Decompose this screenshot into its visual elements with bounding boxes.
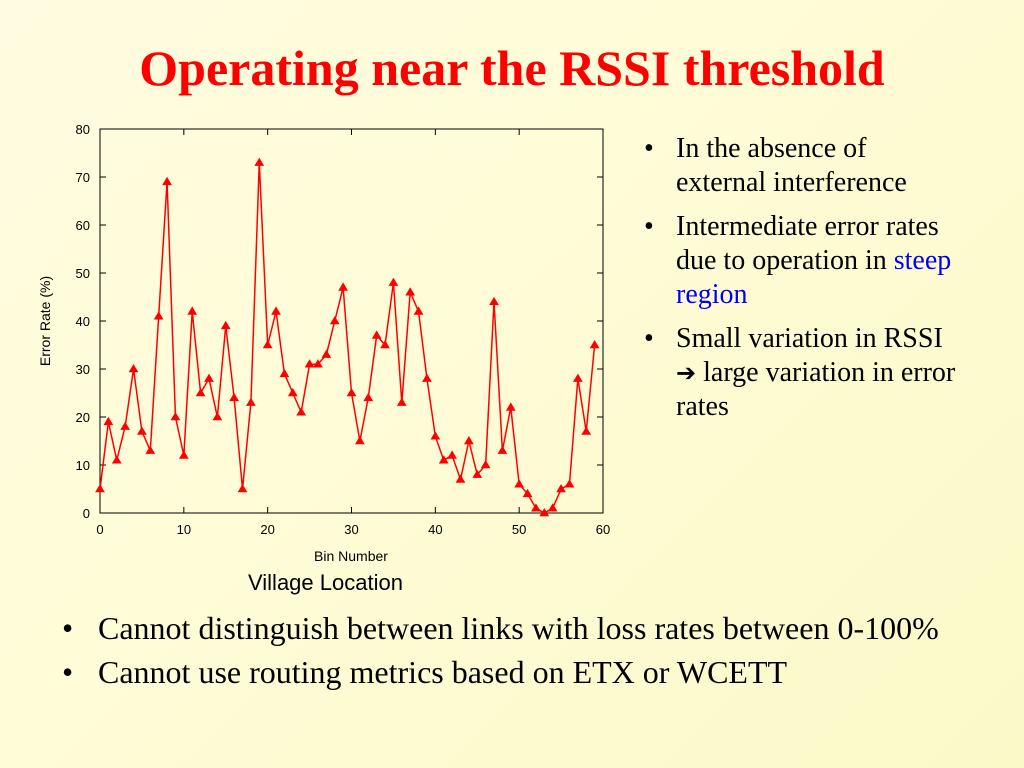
y-tick-label: 40	[76, 314, 90, 329]
data-point	[522, 488, 533, 498]
data-point	[254, 157, 265, 166]
data-point	[137, 426, 147, 435]
x-tick-label: 30	[344, 522, 358, 537]
chart-ticks: 0 10 20 30 40 50 60 0 10 20 30 40 50 60 70 80	[76, 122, 611, 537]
y-tick-label: 0	[83, 506, 90, 521]
data-point	[572, 373, 583, 382]
data-point	[287, 388, 298, 397]
data-point	[170, 412, 181, 421]
data-point	[95, 484, 105, 493]
data-point	[237, 484, 248, 493]
right-bullet-list: In the absence of external interference …	[640, 132, 960, 434]
data-point	[556, 484, 566, 493]
data-point	[229, 392, 240, 402]
y-tick-label: 50	[76, 266, 90, 281]
data-point	[514, 479, 525, 488]
data-point	[589, 340, 600, 349]
plot-frame	[99, 128, 604, 514]
data-point	[422, 373, 432, 382]
data-point	[212, 412, 223, 421]
slide-title: Operating near the RSSI threshold	[139, 40, 885, 96]
chart-series	[95, 157, 600, 517]
bottom-bullet-list: Cannot distinguish between links with lo…	[60, 610, 1000, 698]
data-point	[304, 359, 315, 368]
data-point	[539, 508, 550, 517]
data-point	[480, 460, 491, 469]
data-point	[497, 445, 508, 454]
chart-caption: Village Location	[248, 570, 403, 595]
bullet-cannot-use-metrics: Cannot use routing metrics based on ETX …	[60, 654, 1000, 690]
y-tick-label: 80	[76, 122, 90, 137]
data-point	[380, 340, 390, 349]
x-tick-label: 10	[177, 522, 191, 537]
y-tick-label: 30	[76, 362, 90, 377]
y-tick-label: 70	[76, 170, 90, 185]
data-point	[187, 306, 198, 315]
data-point	[120, 421, 131, 430]
x-tick-label: 40	[428, 522, 442, 537]
data-point	[296, 407, 307, 416]
x-tick-label: 50	[512, 522, 526, 537]
data-point	[405, 287, 416, 296]
data-point	[128, 364, 139, 373]
data-point	[329, 316, 340, 325]
data-point	[388, 277, 399, 286]
x-tick-label: 0	[96, 522, 103, 537]
x-tick-label: 60	[596, 522, 610, 537]
data-point	[204, 373, 214, 382]
bullet-cannot-distinguish: Cannot distinguish between links with lo…	[60, 610, 1000, 646]
data-point	[162, 176, 172, 186]
data-point	[413, 306, 424, 315]
data-point	[313, 359, 323, 368]
data-point	[564, 479, 575, 488]
data-point	[531, 503, 541, 512]
data-point	[246, 397, 256, 406]
data-point	[271, 306, 281, 315]
data-point	[178, 450, 189, 459]
data-point	[355, 436, 365, 445]
data-point	[346, 388, 357, 397]
y-tick-label: 20	[76, 410, 90, 425]
data-point	[430, 431, 441, 440]
data-point	[463, 436, 474, 445]
data-point	[279, 368, 290, 378]
data-point	[547, 503, 558, 512]
bullet-no-interference: In the absence of external interference	[640, 132, 960, 200]
data-point	[489, 296, 499, 306]
series-line	[99, 162, 596, 514]
data-point	[103, 416, 114, 426]
data-point	[195, 388, 206, 397]
bullet-intermediate-error: Intermediate error rates due to operatio…	[640, 210, 960, 312]
data-point	[321, 349, 332, 358]
bullet-rssi-variation: Small variation in RSSI ➔ large variatio…	[640, 322, 960, 424]
data-point	[581, 426, 592, 435]
y-tick-label: 10	[76, 458, 90, 473]
data-point	[447, 450, 457, 459]
data-point	[145, 445, 156, 454]
data-point	[262, 340, 273, 349]
data-point	[220, 320, 231, 330]
data-point	[455, 474, 466, 483]
y-axis-label: Error Rate (%)	[37, 276, 53, 366]
data-point	[338, 282, 348, 291]
data-point	[505, 402, 516, 411]
chart-axes	[99, 128, 604, 514]
data-point	[371, 330, 382, 339]
right-arrow-icon: ➔	[676, 359, 697, 387]
x-tick-label: 20	[260, 522, 274, 537]
steep-region-highlight: steep region	[676, 245, 952, 310]
data-point	[153, 311, 164, 320]
data-point	[438, 455, 449, 464]
data-point	[396, 397, 407, 406]
data-point	[363, 392, 374, 402]
y-tick-label: 60	[76, 218, 90, 233]
data-point	[111, 455, 122, 464]
data-point	[472, 469, 483, 478]
x-axis-label: Bin Number	[314, 548, 388, 564]
